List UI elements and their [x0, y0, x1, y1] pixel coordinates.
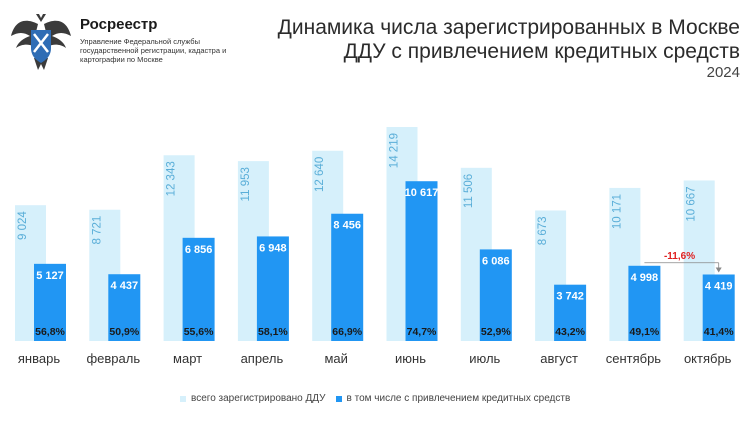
- bar-credit-label-1: 5 127: [36, 270, 64, 282]
- share-label-6: 74,7%: [407, 326, 437, 338]
- share-label-7: 52,9%: [481, 326, 511, 338]
- bar-total-label-3: 12 343: [166, 161, 178, 196]
- month-label-2: февраль: [86, 351, 140, 366]
- bar-credit-label-7: 6 086: [482, 255, 510, 267]
- month-label-3: март: [173, 351, 202, 366]
- bar-total-label-7: 11 506: [463, 174, 475, 208]
- month-label-5: май: [324, 351, 347, 366]
- bar-credit-2: [108, 274, 141, 341]
- month-label-7: июль: [469, 351, 500, 366]
- legend-swatch-credit: [335, 395, 342, 402]
- bar-credit-5: [331, 213, 364, 341]
- bar-credit-label-4: 6 948: [259, 242, 287, 254]
- share-label-4: 58,1%: [258, 326, 288, 338]
- chart-title: Динамика числа зарегистрированных в Моск…: [245, 16, 740, 64]
- bar-credit-9: [628, 265, 661, 341]
- bar-total-label-5: 12 640: [314, 157, 326, 192]
- month-label-6: июнь: [395, 351, 426, 366]
- rosreestr-eagle-logo: [11, 14, 71, 70]
- share-label-5: 66,9%: [332, 326, 362, 338]
- legend-swatch-total: [180, 395, 186, 402]
- bar-credit-7: [479, 249, 512, 341]
- month-label-9: сентябрь: [606, 351, 662, 366]
- legend: всего зарегистрировано ДДУ в том числе с…: [180, 393, 570, 404]
- bar-credit-label-2: 4 437: [111, 280, 139, 292]
- annotation-arrow: [715, 267, 722, 273]
- bar-total-label-9: 10 171: [611, 194, 623, 229]
- legend-label-total: всего зарегистрировано ДДУ: [191, 393, 326, 404]
- bar-total-label-10: 10 667: [686, 186, 698, 221]
- share-label-2: 50,9%: [109, 326, 139, 338]
- chart-year: 2024: [706, 64, 740, 81]
- bar-credit-8: [554, 284, 587, 341]
- month-label-4: апрель: [241, 351, 284, 366]
- bar-total-label-6: 14 219: [389, 133, 401, 168]
- bar-total-label-4: 11 953: [240, 167, 252, 201]
- month-label-8: август: [540, 351, 578, 366]
- bar-credit-6: [405, 181, 438, 341]
- bar-total-label-1: 9 024: [17, 211, 29, 240]
- bar-credit-label-6: 10 617: [405, 187, 439, 199]
- share-label-3: 55,6%: [184, 326, 214, 338]
- bar-credit-label-10: 4 419: [705, 280, 733, 292]
- bar-credit-1: [34, 263, 66, 341]
- legend-label-credit: в том числе с привлечением кредитных сре…: [346, 393, 571, 404]
- brand-name: Росреестр: [80, 16, 158, 33]
- share-label-10: 41,4%: [704, 326, 734, 338]
- bar-credit-label-3: 6 856: [185, 244, 213, 256]
- annotation-label: -11,6%: [664, 251, 695, 262]
- bar-credit-label-8: 3 742: [556, 291, 584, 303]
- bar-credit-label-9: 4 998: [631, 272, 659, 284]
- brand-subtitle: Управление Федеральной службы государств…: [80, 37, 227, 64]
- month-label-10: октябрь: [684, 351, 732, 366]
- share-label-9: 49,1%: [630, 326, 660, 338]
- month-label-1: январь: [18, 351, 60, 366]
- chart-title-line-1: Динамика числа зарегистрированных в Моск…: [277, 16, 740, 39]
- bar-total-label-8: 8 673: [537, 216, 549, 245]
- bar-credit-10: [702, 274, 735, 341]
- share-label-8: 43,2%: [555, 326, 585, 338]
- chart-title-line-2: ДДУ с привлечением кредитных средств: [343, 40, 740, 63]
- bar-total-label-2: 8 721: [91, 216, 103, 245]
- share-label-1: 56,8%: [35, 326, 65, 338]
- bar-credit-label-5: 8 456: [333, 220, 361, 232]
- bar-credit-4: [256, 236, 289, 341]
- bar-credit-3: [182, 237, 215, 341]
